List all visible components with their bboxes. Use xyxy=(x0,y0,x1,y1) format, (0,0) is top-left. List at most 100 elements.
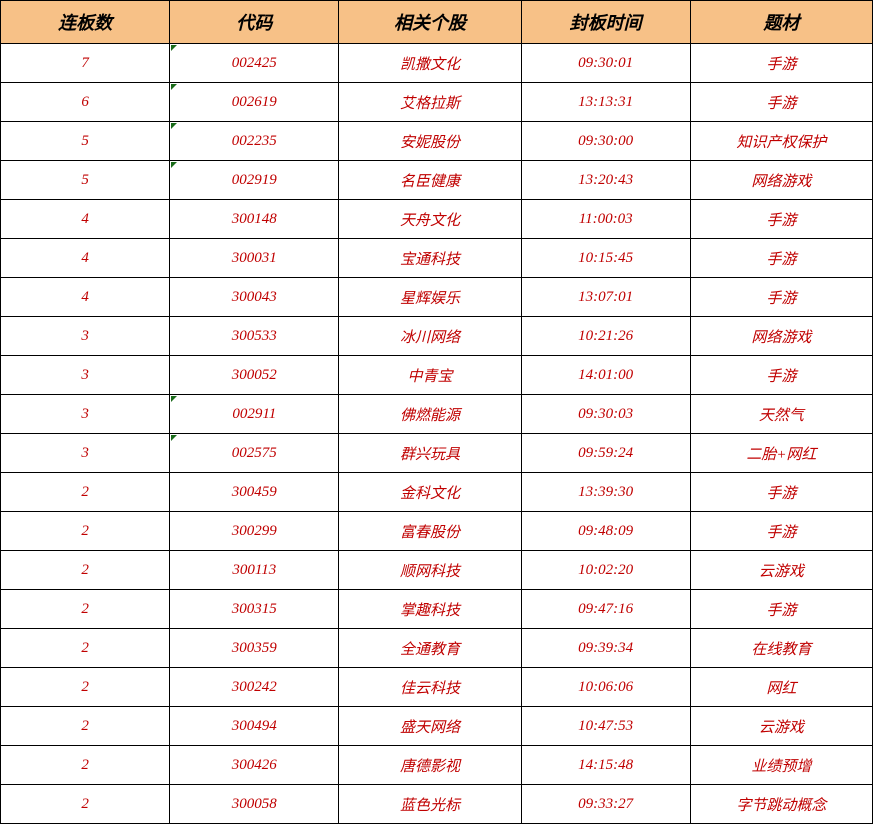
cell-code: 300052 xyxy=(170,356,339,395)
cell-boards: 4 xyxy=(1,239,170,278)
cell-theme: 网络游戏 xyxy=(690,161,872,200)
cell-boards: 2 xyxy=(1,668,170,707)
stock-table-container: 连板数 代码 相关个股 封板时间 题材 7002425凯撒文化09:30:01手… xyxy=(0,0,873,824)
cell-stock: 顺网科技 xyxy=(339,551,521,590)
cell-stock: 唐德影视 xyxy=(339,746,521,785)
cell-time: 09:30:01 xyxy=(521,44,690,83)
table-row: 2300359全通教育09:39:34在线教育 xyxy=(1,629,873,668)
cell-code: 300494 xyxy=(170,707,339,746)
table-row: 4300031宝通科技10:15:45手游 xyxy=(1,239,873,278)
cell-boards: 4 xyxy=(1,278,170,317)
cell-theme: 云游戏 xyxy=(690,707,872,746)
cell-boards: 3 xyxy=(1,317,170,356)
cell-theme: 二胎+网红 xyxy=(690,434,872,473)
cell-time: 09:59:24 xyxy=(521,434,690,473)
cell-stock: 群兴玩具 xyxy=(339,434,521,473)
cell-marker-icon xyxy=(171,123,177,129)
header-theme: 题材 xyxy=(690,1,872,44)
cell-stock: 安妮股份 xyxy=(339,122,521,161)
table-row: 6002619艾格拉斯13:13:31手游 xyxy=(1,83,873,122)
header-time: 封板时间 xyxy=(521,1,690,44)
cell-code: 300315 xyxy=(170,590,339,629)
cell-code: 002235 xyxy=(170,122,339,161)
cell-theme: 网红 xyxy=(690,668,872,707)
cell-stock: 盛天网络 xyxy=(339,707,521,746)
cell-boards: 3 xyxy=(1,356,170,395)
cell-code: 300148 xyxy=(170,200,339,239)
cell-time: 13:07:01 xyxy=(521,278,690,317)
cell-time: 09:30:00 xyxy=(521,122,690,161)
cell-stock: 佛燃能源 xyxy=(339,395,521,434)
cell-stock: 宝通科技 xyxy=(339,239,521,278)
cell-stock: 全通教育 xyxy=(339,629,521,668)
cell-stock: 星辉娱乐 xyxy=(339,278,521,317)
cell-marker-icon xyxy=(171,435,177,441)
cell-time: 14:15:48 xyxy=(521,746,690,785)
table-row: 2300299富春股份09:48:09手游 xyxy=(1,512,873,551)
cell-theme: 手游 xyxy=(690,278,872,317)
table-row: 2300113顺网科技10:02:20云游戏 xyxy=(1,551,873,590)
cell-code: 300113 xyxy=(170,551,339,590)
table-header: 连板数 代码 相关个股 封板时间 题材 xyxy=(1,1,873,44)
table-body: 7002425凯撒文化09:30:01手游6002619艾格拉斯13:13:31… xyxy=(1,44,873,824)
stock-table: 连板数 代码 相关个股 封板时间 题材 7002425凯撒文化09:30:01手… xyxy=(0,0,873,824)
cell-code: 300031 xyxy=(170,239,339,278)
table-row: 2300315掌趣科技09:47:16手游 xyxy=(1,590,873,629)
cell-time: 13:39:30 xyxy=(521,473,690,512)
cell-boards: 2 xyxy=(1,746,170,785)
table-row: 2300426唐德影视14:15:48业绩预增 xyxy=(1,746,873,785)
cell-code: 002575 xyxy=(170,434,339,473)
table-row: 3002575群兴玩具09:59:24二胎+网红 xyxy=(1,434,873,473)
cell-stock: 名臣健康 xyxy=(339,161,521,200)
cell-code: 002619 xyxy=(170,83,339,122)
cell-code: 300043 xyxy=(170,278,339,317)
cell-theme: 知识产权保护 xyxy=(690,122,872,161)
header-row: 连板数 代码 相关个股 封板时间 题材 xyxy=(1,1,873,44)
table-row: 2300459金科文化13:39:30手游 xyxy=(1,473,873,512)
table-row: 3002911佛燃能源09:30:03天然气 xyxy=(1,395,873,434)
cell-boards: 2 xyxy=(1,707,170,746)
table-row: 3300052中青宝14:01:00手游 xyxy=(1,356,873,395)
cell-boards: 2 xyxy=(1,590,170,629)
cell-code: 300459 xyxy=(170,473,339,512)
cell-stock: 佳云科技 xyxy=(339,668,521,707)
cell-boards: 2 xyxy=(1,512,170,551)
header-boards: 连板数 xyxy=(1,1,170,44)
cell-theme: 天然气 xyxy=(690,395,872,434)
cell-code: 300426 xyxy=(170,746,339,785)
cell-code: 002425 xyxy=(170,44,339,83)
header-code: 代码 xyxy=(170,1,339,44)
cell-theme: 云游戏 xyxy=(690,551,872,590)
cell-stock: 掌趣科技 xyxy=(339,590,521,629)
cell-time: 10:02:20 xyxy=(521,551,690,590)
cell-theme: 业绩预增 xyxy=(690,746,872,785)
cell-time: 10:47:53 xyxy=(521,707,690,746)
cell-boards: 3 xyxy=(1,395,170,434)
cell-theme: 手游 xyxy=(690,356,872,395)
cell-theme: 手游 xyxy=(690,512,872,551)
cell-time: 09:48:09 xyxy=(521,512,690,551)
cell-stock: 金科文化 xyxy=(339,473,521,512)
cell-boards: 2 xyxy=(1,629,170,668)
cell-code: 002911 xyxy=(170,395,339,434)
cell-theme: 手游 xyxy=(690,239,872,278)
cell-marker-icon xyxy=(171,45,177,51)
cell-time: 10:15:45 xyxy=(521,239,690,278)
cell-time: 10:21:26 xyxy=(521,317,690,356)
cell-time: 09:39:34 xyxy=(521,629,690,668)
table-row: 2300242佳云科技10:06:06网红 xyxy=(1,668,873,707)
cell-marker-icon xyxy=(171,162,177,168)
cell-boards: 4 xyxy=(1,200,170,239)
cell-boards: 5 xyxy=(1,161,170,200)
cell-boards: 3 xyxy=(1,434,170,473)
cell-time: 14:01:00 xyxy=(521,356,690,395)
table-row: 5002235安妮股份09:30:00知识产权保护 xyxy=(1,122,873,161)
cell-code: 300533 xyxy=(170,317,339,356)
cell-code: 300299 xyxy=(170,512,339,551)
cell-boards: 2 xyxy=(1,473,170,512)
cell-marker-icon xyxy=(171,84,177,90)
table-row: 2300494盛天网络10:47:53云游戏 xyxy=(1,707,873,746)
cell-marker-icon xyxy=(171,396,177,402)
cell-time: 13:13:31 xyxy=(521,83,690,122)
cell-theme: 在线教育 xyxy=(690,629,872,668)
